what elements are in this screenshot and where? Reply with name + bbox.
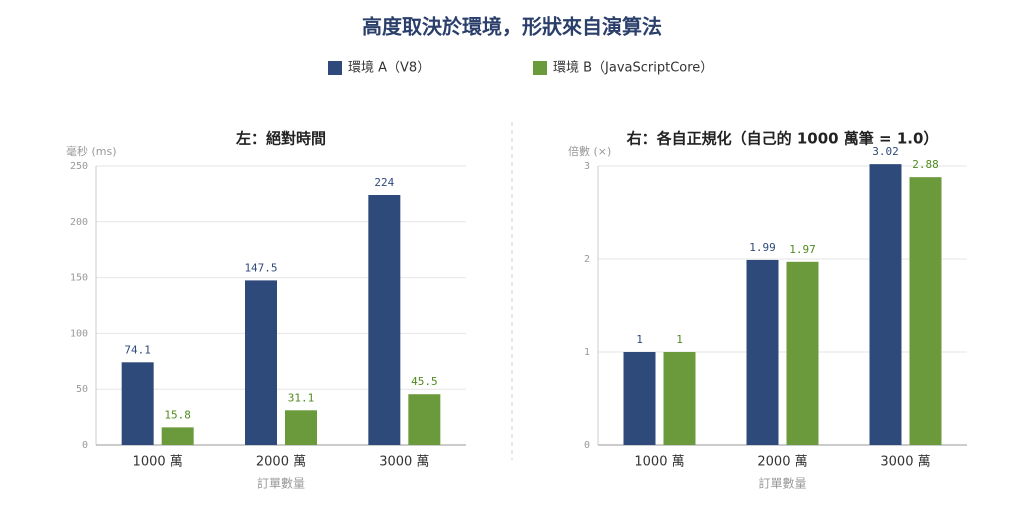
- bar: [786, 261, 819, 445]
- bar: [746, 259, 779, 445]
- value-label: 1: [676, 333, 683, 346]
- x-tick-label: 3000 萬: [880, 455, 930, 470]
- x-tick-label: 2000 萬: [757, 455, 807, 470]
- x-tick-label: 1000 萬: [634, 455, 684, 470]
- y-tick-label: 0: [82, 440, 88, 451]
- bar: [245, 280, 277, 445]
- value-label: 74.1: [124, 343, 151, 356]
- value-label: 224: [374, 176, 394, 189]
- y-axis-label: 毫秒 (ms): [66, 144, 117, 158]
- value-label: 45.5: [411, 375, 438, 388]
- y-tick-label: 50: [76, 384, 88, 395]
- bar: [121, 362, 154, 445]
- value-label: 1: [636, 333, 643, 346]
- value-label: 2.88: [912, 158, 939, 171]
- bar: [623, 352, 656, 445]
- y-tick-label: 2: [584, 254, 590, 265]
- y-tick-label: 3: [584, 161, 590, 172]
- y-tick-label: 1: [584, 347, 590, 358]
- x-tick-label: 2000 萬: [256, 455, 306, 470]
- legend-swatch: [533, 61, 547, 75]
- bar: [663, 352, 696, 445]
- page-title: 高度取決於環境，形狀來自演算法: [362, 15, 662, 39]
- chart-title: 左：絕對時間: [235, 130, 326, 148]
- legend-label: 環境 B（JavaScriptCore）: [553, 61, 713, 76]
- x-tick-label: 1000 萬: [133, 455, 183, 470]
- x-axis-label: 訂單數量: [758, 476, 806, 491]
- value-label: 3.02: [872, 145, 899, 158]
- bar: [368, 195, 401, 445]
- value-label: 31.1: [288, 391, 315, 404]
- value-label: 1.99: [749, 241, 776, 254]
- y-tick-label: 150: [70, 273, 88, 284]
- y-tick-label: 200: [70, 217, 88, 228]
- bar: [909, 177, 942, 445]
- value-label: 1.97: [789, 243, 816, 256]
- x-axis-label: 訂單數量: [257, 476, 305, 491]
- chart-title: 右：各自正規化（自己的 1000 萬筆 = 1.0）: [627, 130, 939, 148]
- bar: [161, 427, 194, 445]
- value-label: 147.5: [244, 261, 277, 274]
- y-tick-label: 250: [70, 161, 88, 172]
- bar: [408, 394, 441, 445]
- y-axis-label: 倍數 (×): [568, 144, 611, 158]
- value-label: 15.8: [164, 408, 191, 421]
- bar: [285, 410, 317, 445]
- x-tick-label: 3000 萬: [379, 455, 429, 470]
- y-tick-label: 100: [70, 328, 88, 339]
- bar: [869, 164, 902, 445]
- legend-label: 環境 A（V8）: [348, 61, 430, 76]
- y-tick-label: 0: [584, 440, 590, 451]
- legend-swatch: [328, 61, 342, 75]
